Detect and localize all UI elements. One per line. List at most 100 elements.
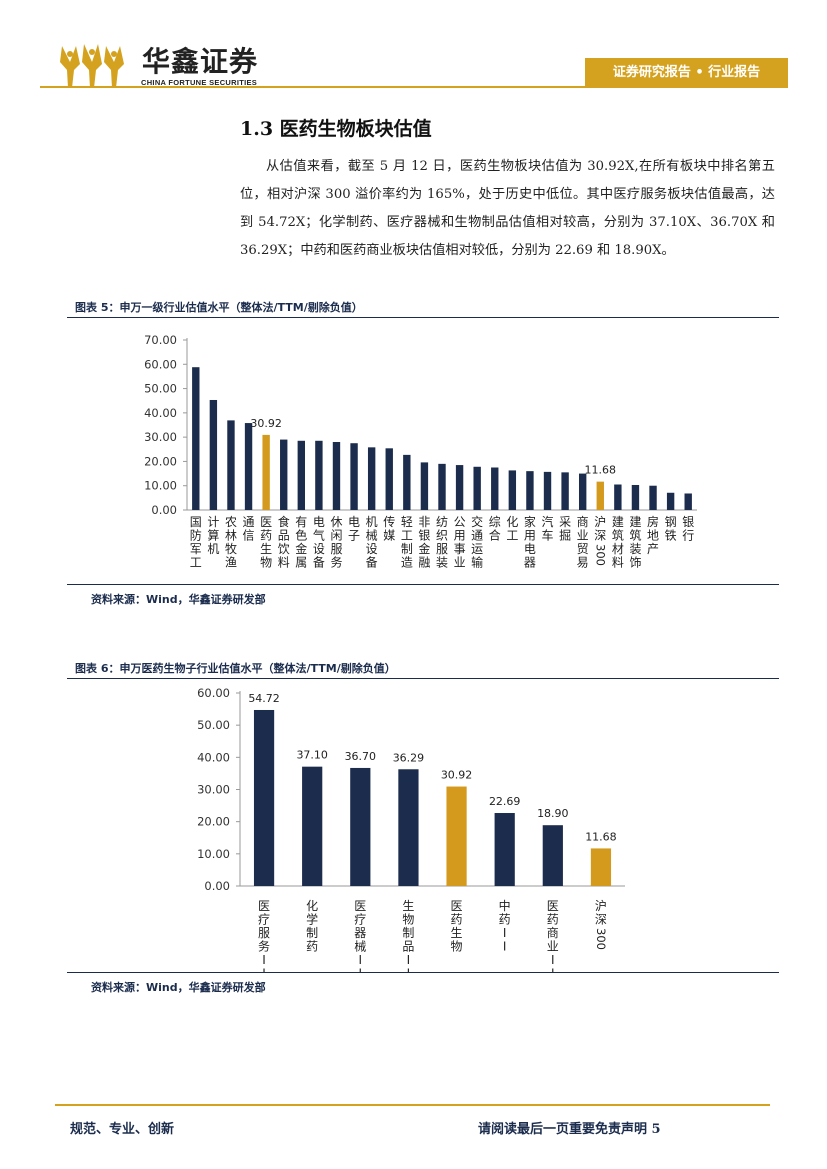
x-label-电子-part-1: 子 [348,529,360,543]
header-divider [40,86,788,88]
x-label-钢铁-part-0: 钢 [665,515,677,529]
x-label-家用电器-part-1: 用 [524,529,536,543]
x-label-公用事业-part-0: 公 [454,515,466,529]
data-label-沪深300: 11.68 [585,830,617,843]
x-label-沪深300-part-2: 300 [594,928,608,950]
x-label-医药生物-part-2: 生 [260,542,272,556]
x-label-医疗服务II-part-0: 医 [258,899,270,913]
x-label-沪深300-part-2: 300 [593,544,607,566]
x-label-建筑材料-part-0: 建 [612,515,624,529]
x-label-有色金属-part-1: 色 [295,529,307,543]
x-label-医疗器械II-part-3: 械 [354,939,366,954]
x-label-建筑材料-part-3: 料 [612,556,624,570]
x-label-医药商业II-part-5: I [551,967,555,973]
x-label-家用电器-part-2: 电 [524,542,536,556]
x-label-医药商业II-part-0: 医 [547,899,559,913]
data-label-医药生物: 30.92 [441,769,473,782]
data-label-化学制药: 37.10 [296,749,328,762]
x-label-通信-part-1: 信 [243,529,255,543]
bar-非银金融 [420,462,429,510]
x-label-纺织服装-part-3: 装 [436,556,448,570]
x-label-医药生物-part-1: 药 [451,913,463,927]
x-label-建筑装饰-part-0: 建 [629,515,641,529]
x-label-非银金融-part-3: 融 [418,556,430,570]
bar-纺织服装 [438,463,446,510]
bar-食品饮料 [280,439,288,510]
bar-传媒 [385,448,393,510]
x-label-建筑材料-part-2: 材 [612,542,624,556]
x-label-医疗器械II-part-1: 疗 [354,913,366,927]
bar-计算机 [209,399,218,510]
bar-轻工制造 [403,454,411,510]
x-label-农林牧渔-part-2: 牧 [225,542,237,556]
x-label-生物制品II-part-1: 物 [402,913,414,927]
y-tick-label-4: 40.00 [144,406,177,420]
x-label-医药生物-part-0: 医 [260,515,272,529]
x-label-房地产-part-2: 产 [647,542,659,556]
y-tick-label-0: 0.00 [204,879,230,893]
y-tick-label-1: 10.00 [197,847,230,861]
x-label-有色金属-part-3: 属 [295,556,307,570]
figure6-source: 资料来源：Wind，华鑫证券研发部 [91,981,266,994]
figure5-title: 图表 5：申万一级行业估值水平（整体法/TTM/剔除负值） [75,301,363,314]
x-label-商业贸易-part-1: 业 [577,529,589,543]
x-label-传媒-part-1: 媒 [383,529,395,543]
x-label-电气设备-part-2: 设 [313,542,325,556]
x-label-农林牧渔-part-3: 渔 [225,556,237,570]
x-label-医药商业II-part-3: 业 [547,940,559,954]
x-label-汽车-part-1: 车 [542,528,554,543]
x-label-交通运输-part-3: 输 [471,555,483,570]
x-label-医药生物-part-0: 医 [451,899,463,913]
figure5-chart: 0.00 10.00 20.00 30.00 40.00 50.00 60.00 70.00 国… [144,333,697,570]
x-label-医疗器械II-part-5: I [359,967,363,973]
x-label-家用电器-part-0: 家 [524,514,536,529]
x-label-电气设备-part-1: 气 [313,528,325,543]
bar-通信 [244,423,253,510]
x-label-纺织服装-part-2: 服 [436,542,448,556]
x-label-医药商业II-part-4: I [551,953,555,967]
x-label-建筑材料-part-1: 筑 [612,528,624,543]
x-label-钢铁-part-1: 铁 [665,529,677,543]
x-label-非银金融-part-1: 银 [418,529,430,543]
y-tick-label-7: 70.00 [144,333,177,347]
x-label-生物制品II-part-2: 制 [402,926,414,940]
x-label-中药II-part-3: I [503,940,507,954]
bar-有色金属 [297,440,306,510]
bar-建筑材料 [614,484,622,510]
x-label-汽车-part-0: 汽 [542,514,554,529]
x-label-综合-part-1: 合 [489,528,501,543]
x-label-医疗服务II-part-3: 务 [258,939,270,954]
bar-银行 [684,493,692,510]
figure5-source: 资料来源：Wind，华鑫证券研发部 [91,593,266,606]
y-tick-label-2: 20.00 [144,454,177,468]
x-label-休闲服务-part-2: 服 [330,542,342,556]
x-label-医药生物-part-2: 生 [451,926,463,940]
bar-休闲服务 [332,442,341,510]
x-label-轻工制造-part-0: 轻 [401,515,413,529]
figure6-chart: 0.00 10.00 20.00 30.00 40.00 50.00 60.00 54.72 医… [197,686,625,973]
x-label-通信-part-0: 通 [243,515,255,529]
x-label-中药II-part-2: I [503,926,507,940]
bar-化学制药 [302,766,323,886]
x-label-沪深300-part-0: 沪 [595,899,607,913]
y-tick-label-5: 50.00 [197,718,230,732]
x-label-家用电器-part-3: 器 [524,556,536,570]
y-tick-label-6: 60.00 [144,357,177,371]
x-label-医疗器械II-part-4: I [359,953,363,967]
figure5-top-rule [67,317,779,318]
x-label-传媒-part-0: 传 [383,514,395,529]
x-label-生物制品II-part-3: 品 [402,940,414,954]
x-label-国防军工-part-1: 防 [190,528,202,543]
x-label-医药生物-part-3: 物 [260,556,272,570]
x-label-房地产-part-1: 地 [647,529,659,543]
x-label-医疗器械II-part-0: 医 [354,899,366,913]
x-label-医药商业II-part-1: 药 [547,913,559,927]
bar-医疗器械II [350,767,371,886]
x-label-医疗服务II-part-4: I [262,953,266,967]
x-label-交通运输-part-0: 交 [471,514,483,529]
x-label-纺织服装-part-0: 纺 [436,515,448,529]
bar-国防军工 [192,367,200,510]
x-label-生物制品II-part-0: 生 [402,899,414,913]
x-label-机械设备-part-3: 备 [366,556,378,570]
x-label-休闲服务-part-1: 闲 [330,529,342,543]
